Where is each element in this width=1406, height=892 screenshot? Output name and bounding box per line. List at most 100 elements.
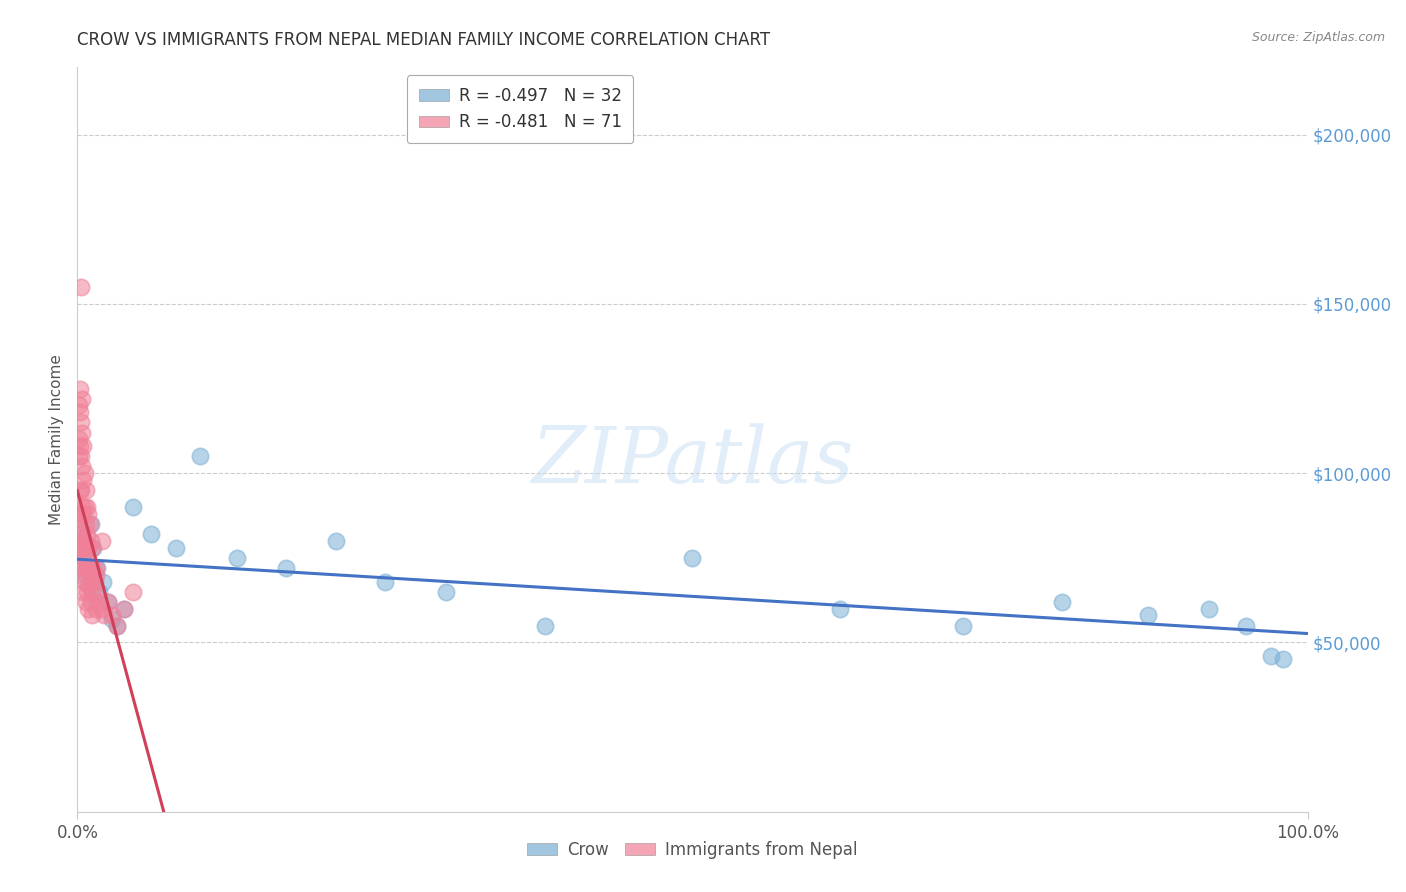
Point — [82, 561, 104, 575]
Point — [67, 433, 90, 447]
Point — [76, 500, 98, 514]
Point — [75, 516, 97, 531]
Point — [1272, 652, 1295, 666]
Point — [67, 449, 90, 463]
Point — [89, 584, 111, 599]
Point — [69, 405, 91, 419]
Point — [69, 483, 91, 497]
Point — [534, 618, 557, 632]
Point — [72, 439, 94, 453]
Point — [77, 601, 100, 615]
Point — [84, 601, 107, 615]
Point — [190, 449, 212, 463]
Point — [374, 574, 396, 589]
Point — [77, 578, 100, 592]
Point — [70, 533, 93, 548]
Point — [97, 595, 120, 609]
Point — [73, 500, 96, 514]
Point — [69, 382, 91, 396]
Point — [70, 425, 93, 440]
Point — [80, 516, 103, 531]
Point — [70, 483, 93, 497]
Point — [72, 541, 94, 555]
Point — [75, 483, 97, 497]
Point — [72, 473, 94, 487]
Point — [90, 533, 114, 548]
Point — [73, 541, 96, 555]
Point — [76, 527, 98, 541]
Point — [121, 500, 143, 514]
Point — [84, 567, 107, 582]
Point — [70, 449, 93, 463]
Point — [75, 567, 97, 582]
Point — [89, 595, 111, 609]
Point — [82, 608, 104, 623]
Point — [86, 561, 108, 575]
Point — [101, 612, 124, 626]
Point — [75, 550, 97, 565]
Point — [75, 561, 97, 575]
Point — [73, 574, 96, 589]
Point — [69, 439, 91, 453]
Point — [952, 618, 974, 632]
Point — [97, 595, 120, 609]
Point — [76, 584, 98, 599]
Point — [91, 574, 114, 589]
Point — [70, 500, 93, 514]
Point — [93, 608, 115, 623]
Text: Source: ZipAtlas.com: Source: ZipAtlas.com — [1251, 31, 1385, 45]
Point — [165, 541, 187, 555]
Point — [72, 550, 94, 565]
Point — [325, 533, 347, 548]
Point — [86, 584, 108, 599]
Point — [70, 392, 93, 406]
Point — [83, 574, 105, 589]
Point — [101, 608, 124, 623]
Point — [77, 541, 100, 555]
Point — [70, 533, 93, 548]
Point — [105, 618, 128, 632]
Point — [72, 584, 94, 599]
Point — [1234, 618, 1257, 632]
Point — [436, 584, 458, 599]
Point — [70, 507, 93, 521]
Point — [70, 561, 93, 575]
Point — [69, 541, 91, 555]
Point — [90, 601, 114, 615]
Point — [80, 574, 103, 589]
Text: ZIPatlas: ZIPatlas — [531, 424, 853, 500]
Point — [1198, 601, 1220, 615]
Legend: Crow, Immigrants from Nepal: Crow, Immigrants from Nepal — [516, 829, 869, 871]
Point — [112, 601, 135, 615]
Point — [70, 416, 93, 430]
Text: CROW VS IMMIGRANTS FROM NEPAL MEDIAN FAMILY INCOME CORRELATION CHART: CROW VS IMMIGRANTS FROM NEPAL MEDIAN FAM… — [77, 31, 770, 49]
Point — [79, 516, 101, 531]
Point — [70, 524, 93, 538]
Point — [226, 550, 249, 565]
Point — [82, 584, 104, 599]
Point — [82, 541, 104, 555]
Point — [80, 595, 103, 609]
Point — [276, 561, 298, 575]
Y-axis label: Median Family Income: Median Family Income — [49, 354, 65, 524]
Point — [67, 516, 90, 531]
Point — [73, 466, 96, 480]
Point — [70, 459, 93, 474]
Point — [82, 541, 104, 555]
Point — [79, 574, 101, 589]
Point — [141, 527, 163, 541]
Point — [70, 567, 93, 582]
Point — [80, 533, 103, 548]
Point — [1050, 595, 1073, 609]
Point — [121, 584, 143, 599]
Point — [70, 527, 93, 541]
Point — [84, 561, 107, 575]
Point — [79, 561, 101, 575]
Point — [73, 533, 96, 548]
Point — [75, 595, 97, 609]
Point — [72, 550, 94, 565]
Point — [72, 507, 94, 521]
Point — [67, 399, 90, 413]
Point — [77, 507, 100, 521]
Point — [105, 618, 128, 632]
